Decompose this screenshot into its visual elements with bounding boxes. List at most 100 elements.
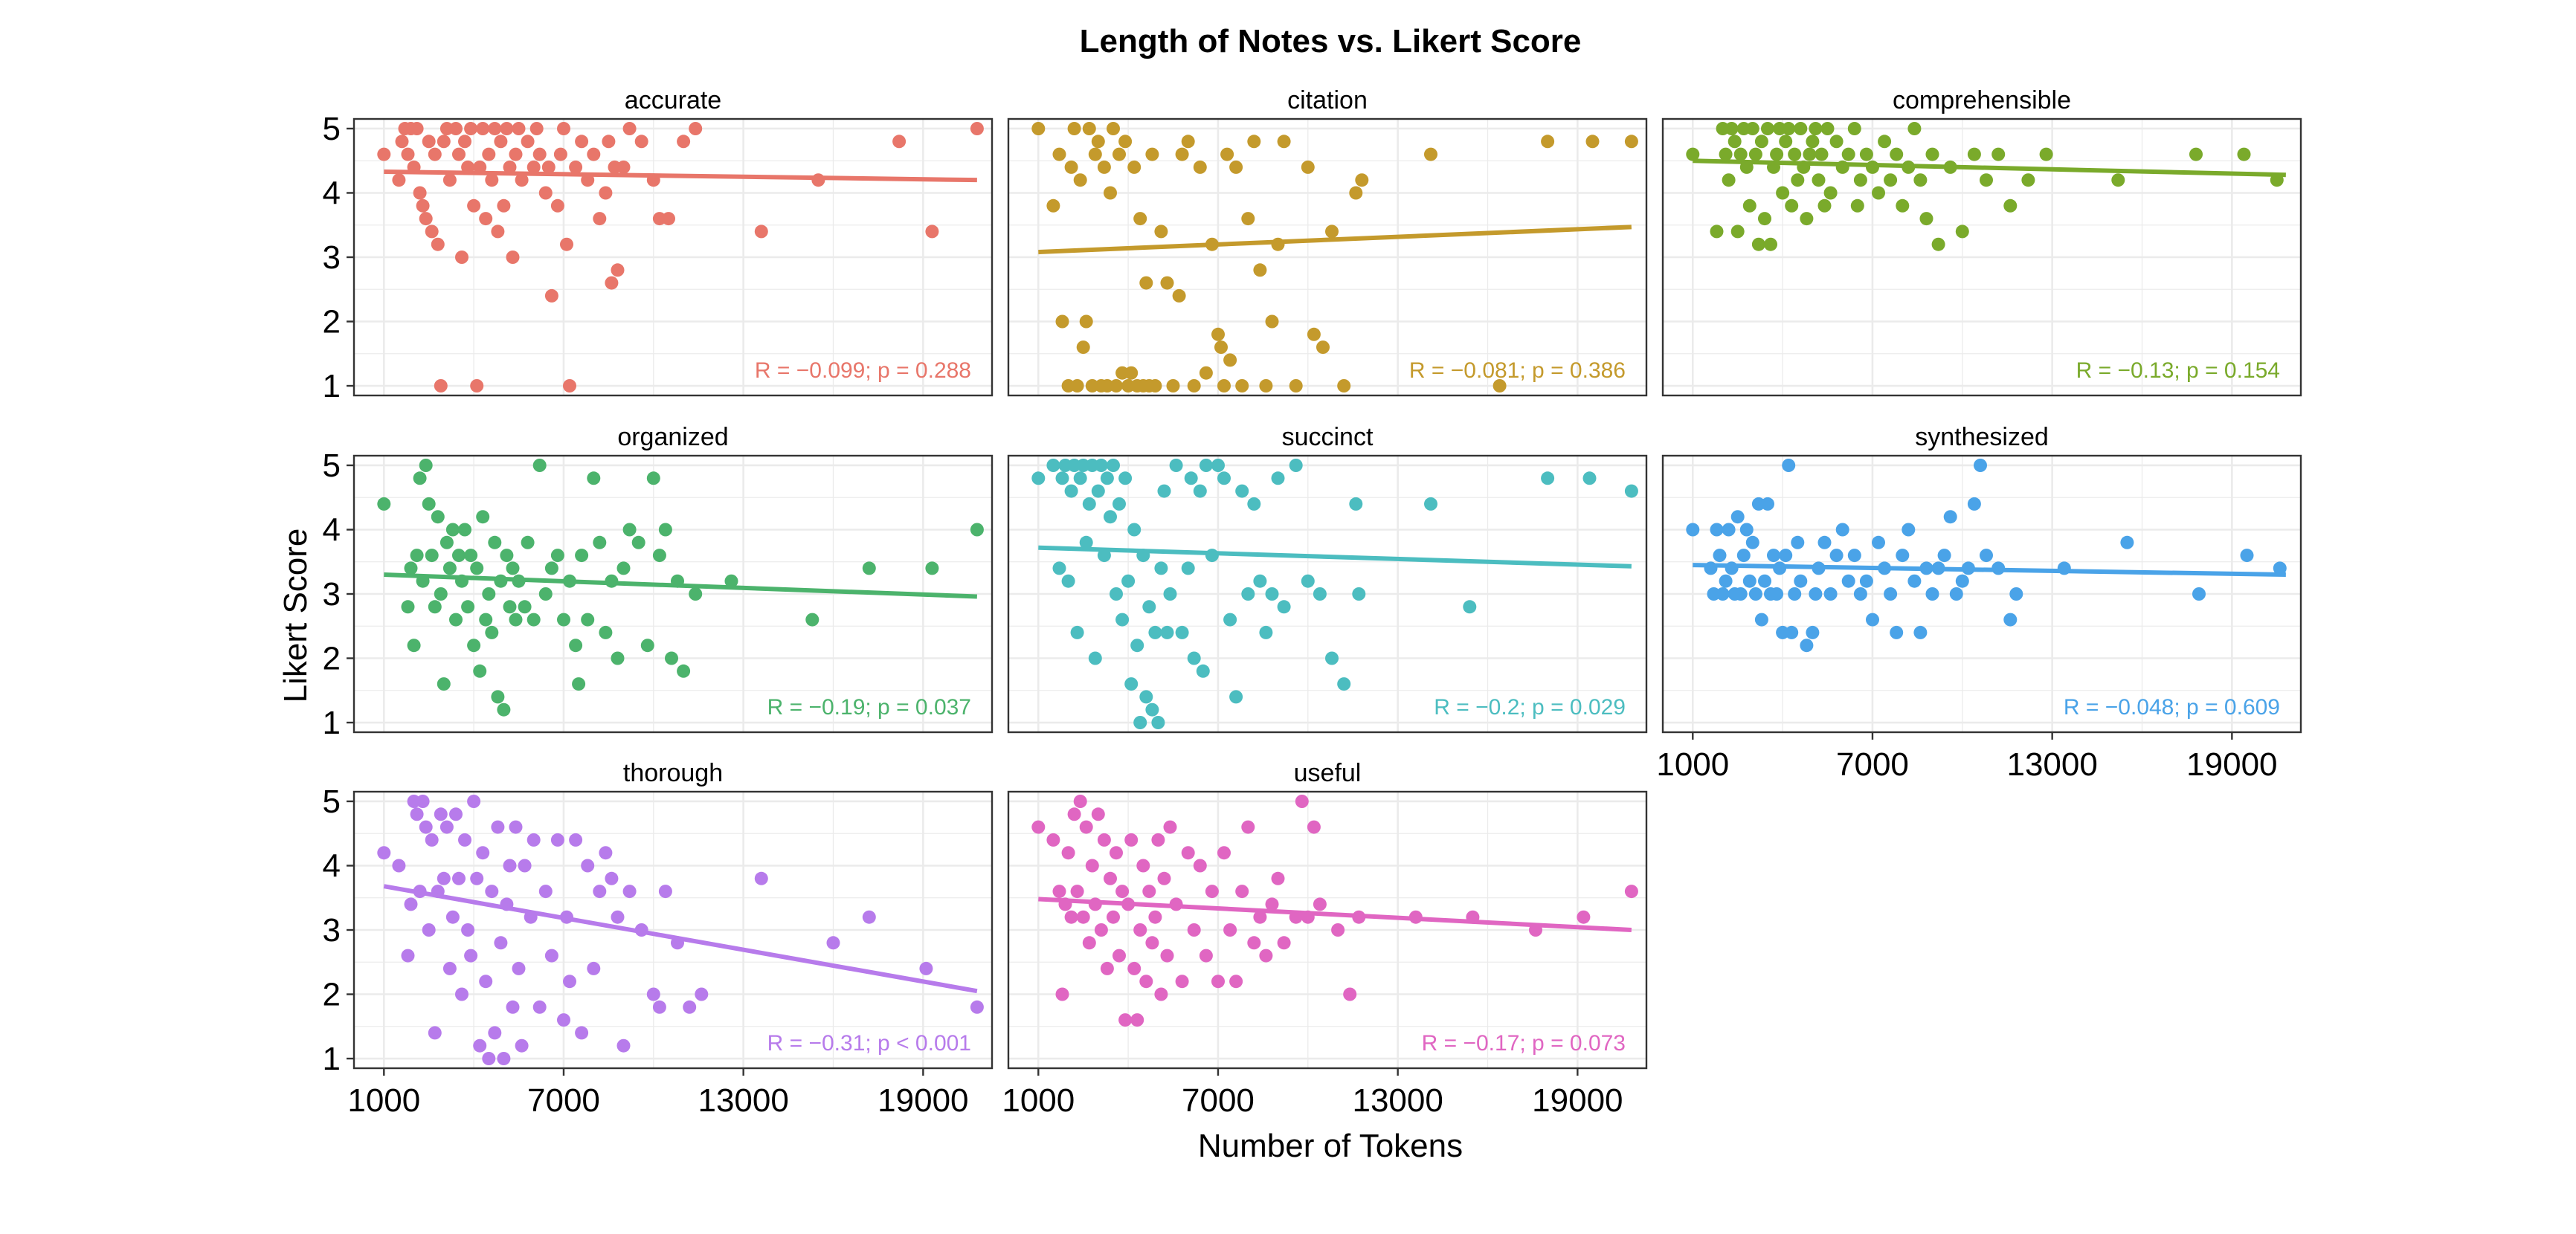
data-point [1121,574,1136,588]
data-point [1493,379,1507,393]
data-point [431,237,445,251]
data-point [1847,549,1861,563]
y-tick-label: 2 [323,304,341,340]
data-point [506,251,520,264]
data-point [1907,122,1922,135]
data-point [1124,677,1139,691]
data-point [491,224,505,239]
data-point [1758,212,1771,226]
panel-succinct: succinct R = −0.2; p = 0.029 [1007,423,1648,734]
data-point [1337,379,1351,393]
data-point [602,135,616,149]
data-point [1229,160,1243,174]
data-point [1253,910,1267,924]
data-point [445,910,460,924]
data-point [1139,690,1153,704]
x-tick-label: 13000 [2006,746,2097,783]
data-point [1070,625,1084,639]
data-point [509,147,523,161]
data-point [1585,135,1600,149]
data-point [497,1052,511,1065]
data-point [1745,535,1759,549]
data-point [665,651,678,665]
data-point [1055,987,1069,1001]
panel-accurate: accurate R = −0.099; p = 0.288 1 2 3 4 5 [323,86,994,404]
data-point [488,122,502,135]
x-tick-label: 13000 [698,1082,788,1119]
data-point [593,535,607,549]
data-point [1967,147,1981,161]
data-point [1235,885,1249,899]
data-point [1070,885,1084,899]
data-point [464,122,478,135]
data-point [1289,459,1303,472]
data-point [410,549,424,563]
data-point [1115,885,1130,899]
data-point [1154,224,1168,239]
data-point [1118,1013,1133,1027]
data-point [500,122,514,135]
data-point [1073,173,1087,187]
data-point [1779,549,1793,563]
data-point [428,1026,442,1040]
data-point [1127,523,1142,537]
data-point [724,574,738,588]
panel-title: organized [617,423,728,451]
data-point [1716,587,1730,601]
x-tick-label: 7000 [527,1082,600,1119]
panel-title: accurate [625,86,721,114]
data-point [1980,173,1993,187]
data-point [616,1038,631,1053]
data-point [1139,975,1153,989]
data-point [1175,975,1189,989]
data-point [593,885,607,899]
stat-annotation: R = −0.099; p = 0.288 [755,358,971,383]
data-point [442,961,457,975]
data-point [1151,833,1165,847]
data-point [1104,510,1117,524]
data-point [1991,147,2006,161]
panel-thorough: thorough R = −0.31; p < 0.001 1 2 3 4 5 1000 700… [323,759,994,1119]
data-point [1764,237,1777,251]
data-point [677,664,691,678]
data-point [515,1038,529,1053]
x-axis-label: Number of Tokens [1198,1128,1463,1164]
data-point [1931,237,1945,251]
data-point [476,122,490,135]
data-point [970,1000,984,1014]
data-point [1193,484,1207,498]
data-point [1776,186,1790,200]
data-point [538,186,553,200]
y-tick-label: 5 [323,111,341,147]
data-point [1133,923,1147,937]
data-point [1193,859,1207,873]
data-point [482,587,496,601]
data-point [1800,212,1814,226]
data-point [1265,587,1279,601]
data-point [1097,160,1111,174]
data-point [1733,147,1748,161]
data-point [512,961,526,975]
data-point [581,859,595,873]
data-point [1052,561,1066,575]
data-point [1859,574,1873,588]
data-point [1829,135,1844,149]
data-point [662,212,675,226]
data-point [1710,224,1724,239]
data-point [1896,549,1910,563]
data-point [419,212,433,226]
data-point [1193,160,1207,174]
data-point [1307,820,1321,834]
data-point [401,147,415,161]
data-point [2003,198,2018,213]
data-point [544,561,558,575]
x-tick-label: 19000 [2186,746,2277,783]
data-point [532,1000,547,1014]
data-point [1253,574,1267,588]
data-point [503,160,517,174]
data-point [485,625,499,639]
data-point [1307,327,1321,341]
data-point [1730,224,1745,239]
data-point [1878,135,1892,149]
data-point [1812,173,1826,187]
